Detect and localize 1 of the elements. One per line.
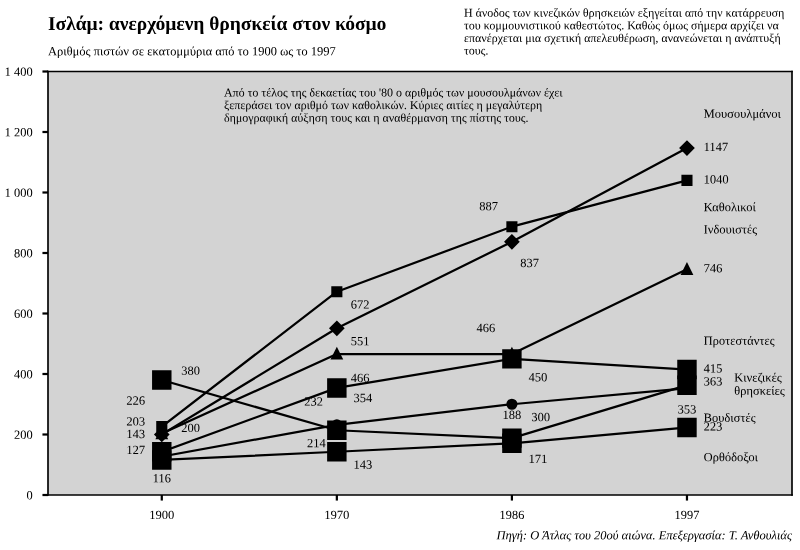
chart-title: Ισλάμ: ανερχόμενη θρησκεία στον κόσμο (48, 15, 386, 35)
